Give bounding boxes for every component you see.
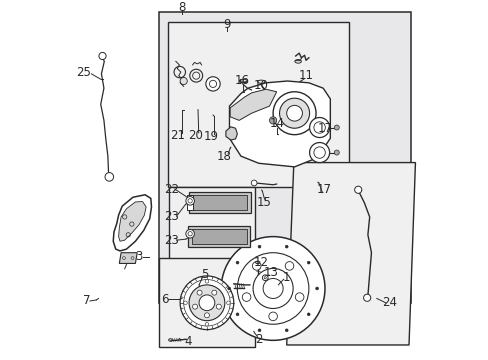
Circle shape [192, 304, 197, 309]
Circle shape [197, 290, 202, 295]
Circle shape [241, 82, 243, 83]
Text: 17: 17 [316, 183, 331, 195]
Circle shape [285, 329, 287, 332]
Text: 13: 13 [263, 266, 278, 279]
Circle shape [211, 290, 216, 295]
Circle shape [205, 323, 208, 326]
Text: 3: 3 [135, 251, 142, 264]
Circle shape [315, 287, 318, 290]
Circle shape [363, 294, 370, 301]
Text: 22: 22 [163, 183, 178, 195]
Text: 19: 19 [203, 130, 219, 143]
Circle shape [268, 312, 277, 321]
Text: 18: 18 [217, 150, 231, 163]
Circle shape [189, 285, 224, 321]
Circle shape [236, 313, 239, 316]
Text: 20: 20 [187, 129, 202, 142]
Circle shape [180, 77, 187, 85]
Text: 17: 17 [317, 122, 332, 135]
Circle shape [269, 117, 276, 124]
Text: 12: 12 [254, 256, 268, 269]
Circle shape [237, 253, 308, 324]
Circle shape [183, 279, 230, 326]
Text: 24: 24 [381, 296, 396, 309]
Circle shape [216, 304, 221, 309]
Circle shape [334, 125, 339, 130]
Text: 4: 4 [184, 335, 191, 348]
Text: 14: 14 [269, 117, 285, 130]
Circle shape [263, 278, 283, 298]
Circle shape [252, 262, 261, 270]
Bar [159, 12, 410, 303]
Text: 9: 9 [223, 18, 230, 31]
Circle shape [227, 287, 230, 290]
Text: 5: 5 [201, 268, 208, 281]
Circle shape [205, 279, 208, 283]
Text: 25: 25 [76, 66, 91, 79]
Circle shape [239, 81, 241, 82]
Circle shape [334, 150, 339, 155]
Text: 6: 6 [161, 293, 168, 306]
Circle shape [185, 229, 194, 238]
Polygon shape [113, 195, 151, 251]
Circle shape [354, 186, 361, 193]
Text: 7: 7 [82, 294, 90, 307]
Circle shape [242, 293, 250, 301]
Text: 23: 23 [164, 234, 179, 247]
Text: 1: 1 [282, 270, 289, 284]
Circle shape [204, 313, 209, 318]
Polygon shape [187, 195, 192, 210]
Circle shape [183, 301, 187, 305]
Circle shape [245, 81, 246, 82]
Circle shape [239, 80, 241, 81]
Circle shape [286, 105, 302, 121]
Polygon shape [189, 192, 250, 213]
Text: 16: 16 [234, 74, 249, 87]
Circle shape [273, 92, 315, 135]
Bar [167, 22, 348, 186]
Text: 8: 8 [178, 1, 185, 14]
Circle shape [226, 301, 230, 305]
Circle shape [205, 77, 220, 91]
Polygon shape [191, 229, 246, 244]
Circle shape [180, 276, 233, 330]
Circle shape [279, 98, 309, 128]
Polygon shape [229, 81, 330, 167]
Polygon shape [225, 127, 237, 140]
Circle shape [251, 180, 257, 186]
Polygon shape [119, 253, 137, 264]
Polygon shape [230, 89, 276, 120]
Text: 21: 21 [169, 129, 184, 142]
Circle shape [309, 143, 329, 163]
Text: 2: 2 [255, 333, 262, 346]
Text: 11: 11 [298, 69, 313, 82]
Circle shape [236, 261, 239, 264]
Polygon shape [119, 202, 146, 241]
Circle shape [199, 295, 214, 311]
Bar [168, 186, 254, 260]
Circle shape [306, 261, 309, 264]
Circle shape [105, 172, 113, 181]
Circle shape [185, 197, 194, 205]
Circle shape [258, 329, 261, 332]
Circle shape [221, 237, 325, 340]
Text: 23: 23 [164, 210, 179, 223]
Polygon shape [286, 163, 415, 345]
Circle shape [262, 275, 267, 280]
Polygon shape [192, 195, 247, 210]
Polygon shape [188, 226, 250, 247]
Circle shape [285, 245, 287, 248]
Circle shape [258, 245, 261, 248]
Text: 15: 15 [257, 196, 271, 209]
Circle shape [309, 117, 329, 138]
Bar [159, 258, 254, 347]
Text: 10: 10 [253, 79, 268, 92]
Circle shape [244, 82, 245, 83]
Circle shape [295, 293, 304, 301]
Circle shape [306, 313, 309, 316]
Circle shape [285, 262, 293, 270]
Circle shape [99, 53, 106, 59]
